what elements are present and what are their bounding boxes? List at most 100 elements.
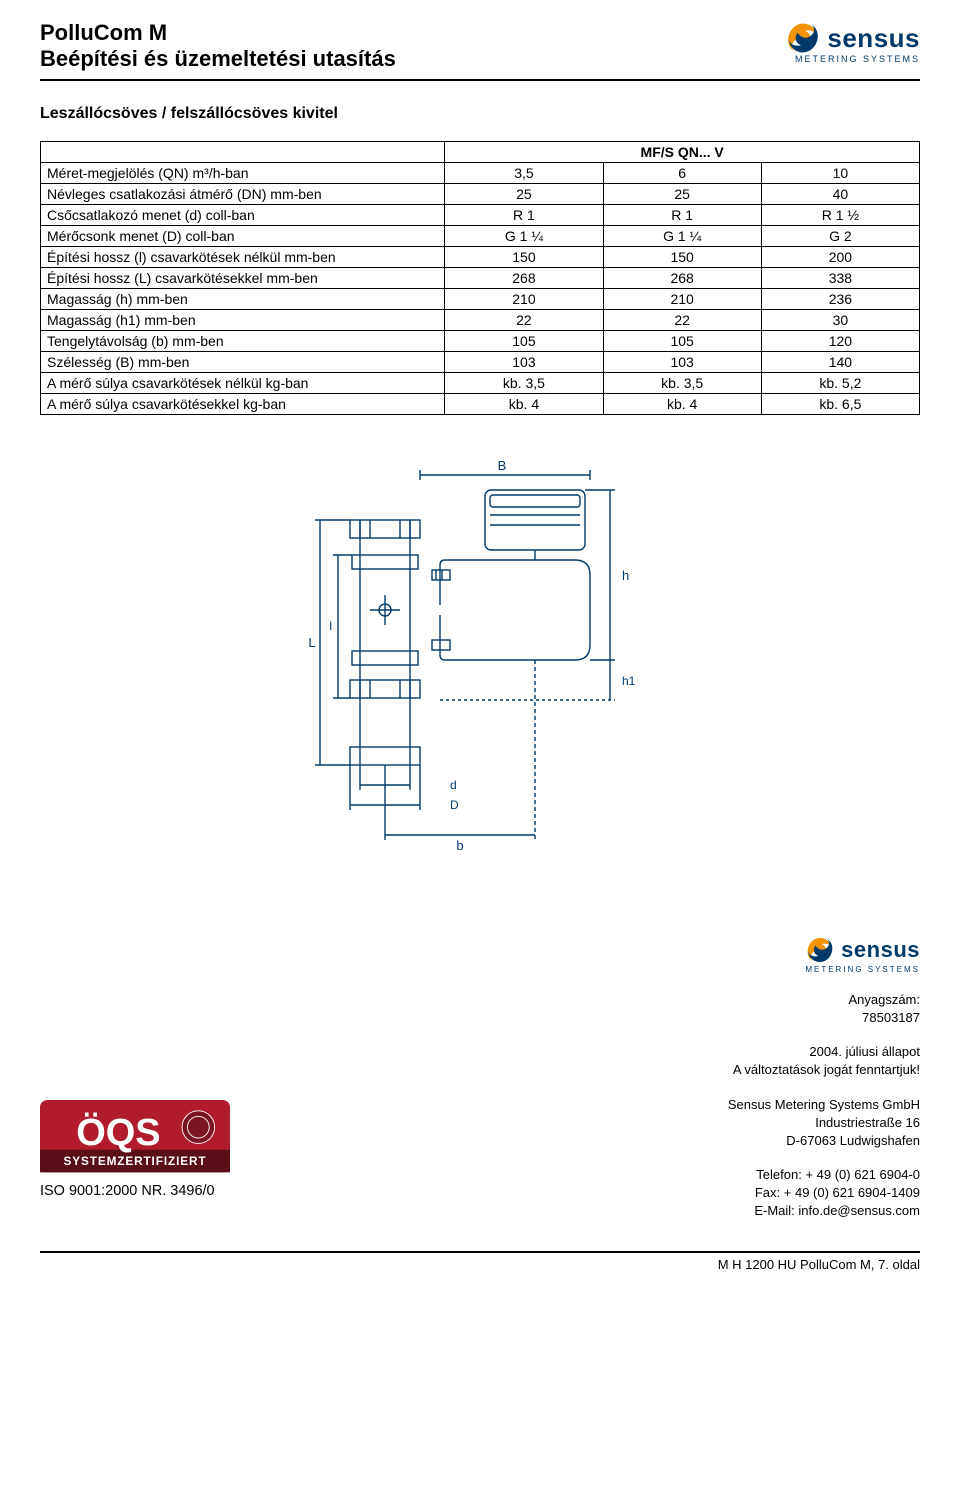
dim-D: D xyxy=(450,798,459,812)
table-row: Tengelytávolság (b) mm-ben105105120 xyxy=(41,330,920,351)
cell: R 1 xyxy=(445,204,603,225)
anyag-label: Anyagszám: xyxy=(728,991,920,1009)
logo-text: sensus xyxy=(827,23,920,54)
table-header-empty xyxy=(41,141,445,162)
row-label: Tengelytávolság (b) mm-ben xyxy=(41,330,445,351)
cell: 103 xyxy=(603,351,761,372)
row-label: A mérő súlya csavarkötésekkel kg-ban xyxy=(41,393,445,414)
anyag-value: 78503187 xyxy=(728,1009,920,1027)
date-line-1: 2004. júliusi állapot xyxy=(728,1043,920,1061)
cell: G 1 ¼ xyxy=(445,225,603,246)
table-row: Mérőcsonk menet (D) coll-banG 1 ¼G 1 ¼G … xyxy=(41,225,920,246)
table-row: Névleges csatlakozási átmérő (DN) mm-ben… xyxy=(41,183,920,204)
cell: 210 xyxy=(603,288,761,309)
cell: 120 xyxy=(761,330,919,351)
table-row: Magasság (h1) mm-ben222230 xyxy=(41,309,920,330)
cell: kb. 4 xyxy=(603,393,761,414)
cell: 105 xyxy=(603,330,761,351)
row-label: Méret-megjelölés (QN) m³/h-ban xyxy=(41,162,445,183)
dim-h1: h1 xyxy=(622,674,636,688)
cell: 25 xyxy=(445,183,603,204)
cell: 3,5 xyxy=(445,162,603,183)
fax: Fax: + 49 (0) 621 6904-1409 xyxy=(728,1184,920,1202)
page-number: M H 1200 HU PolluCom M, 7. oldal xyxy=(40,1251,920,1272)
section-title: Leszállócsöves / felszállócsöves kivitel xyxy=(40,105,920,123)
cell: 268 xyxy=(603,267,761,288)
header-title-block: PolluCom M Beépítési és üzemeltetési uta… xyxy=(40,20,396,73)
cell: 6 xyxy=(603,162,761,183)
cell: kb. 3,5 xyxy=(445,372,603,393)
cell: 200 xyxy=(761,246,919,267)
cell: 22 xyxy=(445,309,603,330)
table-row: A mérő súlya csavarkötések nélkül kg-ban… xyxy=(41,372,920,393)
svg-text:ÖQS: ÖQS xyxy=(76,1111,160,1154)
dim-h: h xyxy=(622,568,629,583)
cell: 22 xyxy=(603,309,761,330)
title-line-1: PolluCom M xyxy=(40,20,396,46)
row-label: Szélesség (B) mm-ben xyxy=(41,351,445,372)
dim-l: l xyxy=(329,619,332,633)
dim-L: L xyxy=(308,635,315,650)
footer-logo-text: sensus xyxy=(841,935,920,966)
cell: 10 xyxy=(761,162,919,183)
cell: 150 xyxy=(445,246,603,267)
svg-text:SYSTEMZERTIFIZIERT: SYSTEMZERTIFIZIERT xyxy=(64,1155,207,1168)
company-name: Sensus Metering Systems GmbH xyxy=(728,1096,920,1114)
cell: 268 xyxy=(445,267,603,288)
sensus-logo: sensus METERING SYSTEMS xyxy=(785,20,920,64)
cell: kb. 4 xyxy=(445,393,603,414)
cell: 150 xyxy=(603,246,761,267)
footer-right: sensus METERING SYSTEMS Anyagszám: 78503… xyxy=(728,935,920,1221)
cell: 103 xyxy=(445,351,603,372)
row-label: Építési hossz (L) csavarkötésekkel mm-be… xyxy=(41,267,445,288)
dim-d: d xyxy=(450,778,457,792)
spec-table: MF/S QN... V Méret-megjelölés (QN) m³/h-… xyxy=(40,141,920,415)
sensus-logo-footer: sensus METERING SYSTEMS xyxy=(805,935,920,975)
cell: 105 xyxy=(445,330,603,351)
oqs-cert-icon: ÖQS SYSTEMZERTIFIZIERT ISO 9001:2000 NR.… xyxy=(40,1100,230,1218)
table-row: Csőcsatlakozó menet (d) coll-banR 1R 1R … xyxy=(41,204,920,225)
diagram-container: B xyxy=(40,455,920,855)
cell: 338 xyxy=(761,267,919,288)
cell: kb. 3,5 xyxy=(603,372,761,393)
sensus-swirl-icon xyxy=(785,20,821,56)
cell: G 1 ¼ xyxy=(603,225,761,246)
email: E-Mail: info.de@sensus.com xyxy=(728,1202,920,1220)
table-row: Magasság (h) mm-ben210210236 xyxy=(41,288,920,309)
cell: R 1 ½ xyxy=(761,204,919,225)
iso-text: ISO 9001:2000 NR. 3496/0 xyxy=(40,1183,215,1199)
table-row: Építési hossz (L) csavarkötésekkel mm-be… xyxy=(41,267,920,288)
row-label: Névleges csatlakozási átmérő (DN) mm-ben xyxy=(41,183,445,204)
row-label: A mérő súlya csavarkötések nélkül kg-ban xyxy=(41,372,445,393)
dim-b: b xyxy=(456,838,463,853)
table-header-main: MF/S QN... V xyxy=(445,141,920,162)
addr-2: D-67063 Ludwigshafen xyxy=(728,1132,920,1150)
cert-badge-block: ÖQS SYSTEMZERTIFIZIERT ISO 9001:2000 NR.… xyxy=(40,1100,230,1221)
row-label: Csőcsatlakozó menet (d) coll-ban xyxy=(41,204,445,225)
row-label: Mérőcsonk menet (D) coll-ban xyxy=(41,225,445,246)
footer-block: ÖQS SYSTEMZERTIFIZIERT ISO 9001:2000 NR.… xyxy=(40,935,920,1221)
date-line-2: A változtatások jogát fenntartjuk! xyxy=(728,1061,920,1079)
page-header: PolluCom M Beépítési és üzemeltetési uta… xyxy=(40,20,920,81)
cell: 140 xyxy=(761,351,919,372)
title-line-2: Beépítési és üzemeltetési utasítás xyxy=(40,46,396,72)
cell: 236 xyxy=(761,288,919,309)
row-label: Építési hossz (l) csavarkötések nélkül m… xyxy=(41,246,445,267)
telefon: Telefon: + 49 (0) 621 6904-0 xyxy=(728,1166,920,1184)
addr-1: Industriestraße 16 xyxy=(728,1114,920,1132)
footer-logo: sensus METERING SYSTEMS xyxy=(728,935,920,975)
cell: 40 xyxy=(761,183,919,204)
cell: G 2 xyxy=(761,225,919,246)
table-header-row: MF/S QN... V xyxy=(41,141,920,162)
table-row: Építési hossz (l) csavarkötések nélkül m… xyxy=(41,246,920,267)
logo-subtitle: METERING SYSTEMS xyxy=(795,54,920,64)
row-label: Magasság (h1) mm-ben xyxy=(41,309,445,330)
footer-logo-sub: METERING SYSTEMS xyxy=(805,964,920,975)
cell: 210 xyxy=(445,288,603,309)
table-row: A mérő súlya csavarkötésekkel kg-bankb. … xyxy=(41,393,920,414)
cell: 30 xyxy=(761,309,919,330)
sensus-swirl-icon xyxy=(805,935,835,965)
logo-main: sensus xyxy=(785,20,920,56)
table-row: Méret-megjelölés (QN) m³/h-ban3,5610 xyxy=(41,162,920,183)
row-label: Magasság (h) mm-ben xyxy=(41,288,445,309)
